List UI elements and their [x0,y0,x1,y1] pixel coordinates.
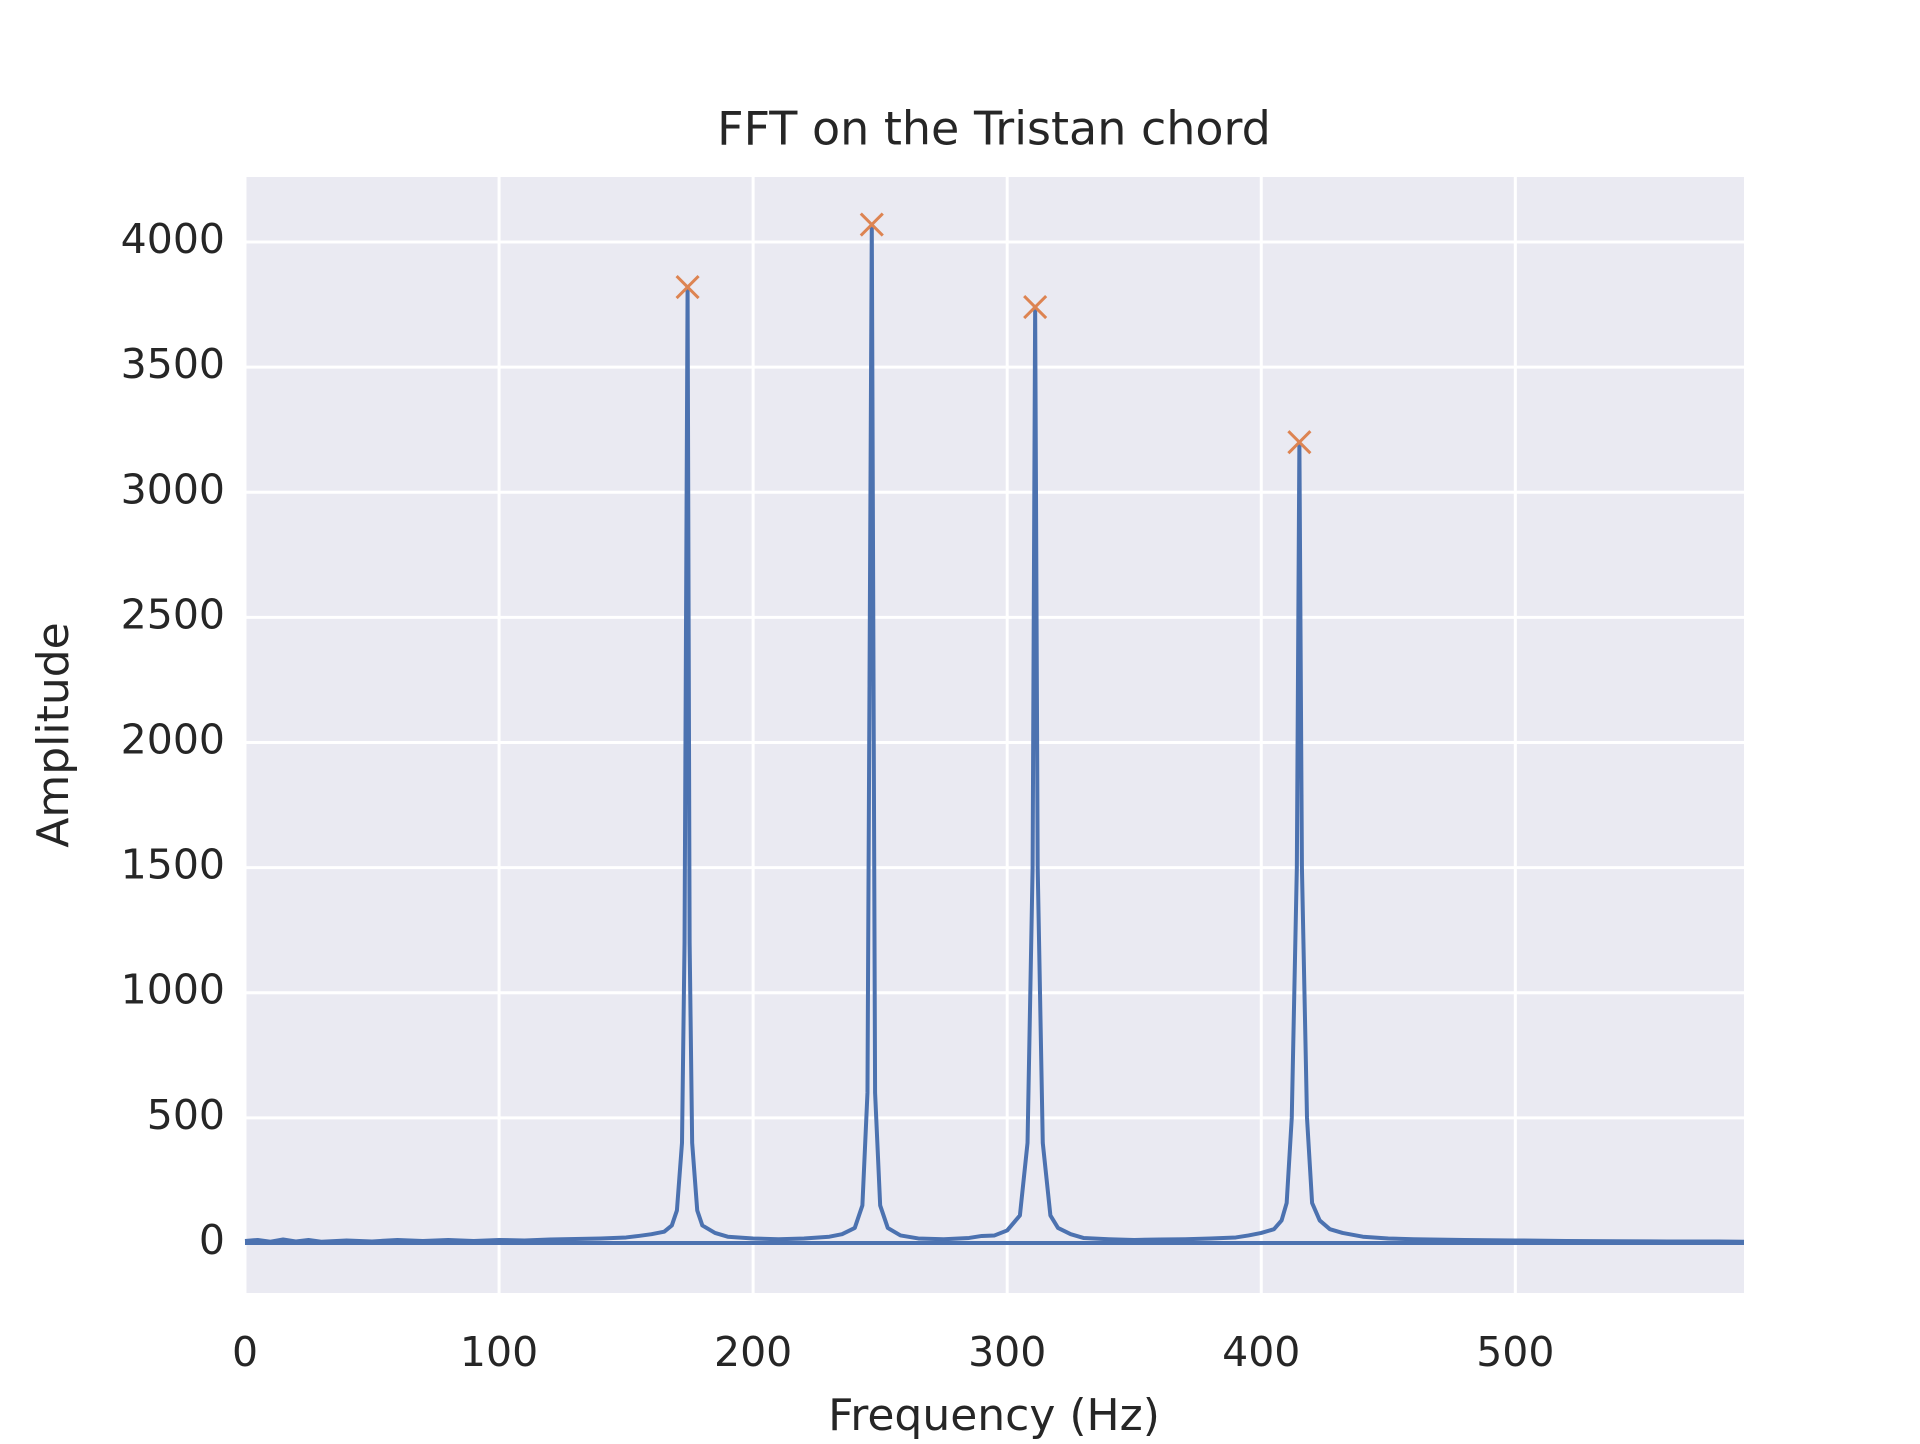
y-tick-label: 2500 [121,590,225,638]
peak-marker [1287,430,1312,455]
peak-marker [859,212,884,237]
y-tick-label: 1000 [121,966,225,1014]
peak-marker [675,275,700,300]
y-tick-label: 2000 [121,716,225,764]
x-tick-label: 100 [460,1328,538,1376]
marks [244,212,1745,1245]
grid [243,177,1744,1293]
x-tick-label: 500 [1476,1328,1554,1376]
x-axis-label: Frequency (Hz) [828,1390,1160,1440]
x-tick-label: 400 [1222,1328,1300,1376]
spectrum-line [244,222,1745,1244]
y-tick-label: 500 [147,1091,225,1139]
plot-area [245,177,1744,1293]
x-tick-label: 200 [714,1328,792,1376]
y-axis-label: Amplitude [28,622,79,847]
y-tick-label: 0 [199,1216,225,1264]
y-tick-label: 4000 [121,215,225,263]
x-tick-label: 0 [232,1328,258,1376]
y-tick-label: 3000 [121,465,225,513]
x-tick-label: 300 [968,1328,1046,1376]
chart-title: FFT on the Tristan chord [717,102,1271,156]
y-tick-label: 1500 [121,841,225,889]
peak-marker [1023,295,1048,320]
y-tick-label: 3500 [121,340,225,388]
